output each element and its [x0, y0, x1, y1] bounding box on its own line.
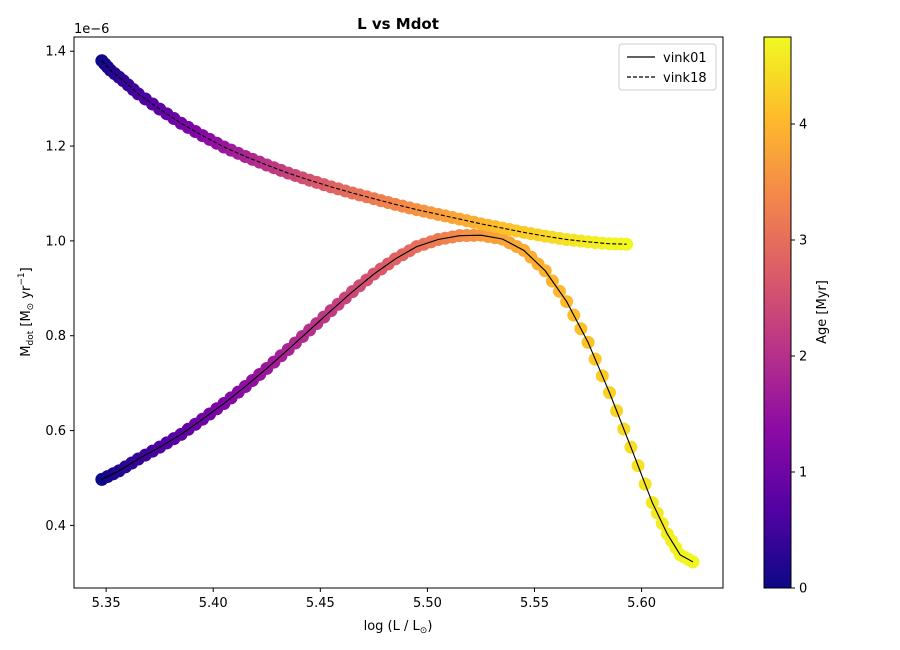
colorbar-gradient — [763, 36, 792, 589]
x-tick-label: 5.55 — [520, 596, 549, 611]
y-tick-label: 0.6 — [45, 424, 66, 439]
legend-label-vink01: vink01 — [663, 51, 707, 66]
x-axis-ticks: 5.35 5.40 5.45 5.50 5.55 5.60 — [92, 588, 656, 611]
plot-frame — [73, 36, 724, 589]
plot-area: 5.35 5.40 5.45 5.50 5.55 5.60 0.4 0.6 0.8 1.0 1.2… — [45, 36, 724, 611]
colorbar: 0 1 2 3 4 Age [Myr] — [763, 36, 830, 597]
y-tick-label: 1.4 — [45, 45, 66, 60]
y-tick-label: 0.4 — [45, 519, 66, 534]
y-axis-ticks: 0.4 0.6 0.8 1.0 1.2 1.4 — [45, 45, 74, 534]
legend: vink01 vink18 — [618, 43, 717, 91]
y-offset-label: 1e−6 — [74, 22, 109, 37]
chart-title: L vs Mdot — [357, 15, 439, 33]
y-tick-label: 1.0 — [45, 234, 66, 249]
colorbar-ticks: 0 1 2 3 4 — [791, 118, 807, 597]
series-line-vink01 — [101, 234, 694, 563]
colorbar-label: Age [Myr] — [815, 280, 830, 344]
y-axis-label: Mdot [M⊙ yr−1] — [17, 267, 36, 356]
series-line-vink18 — [101, 60, 627, 245]
x-tick-label: 5.40 — [199, 596, 228, 611]
x-tick-label: 5.45 — [306, 596, 335, 611]
y-tick-label: 1.2 — [45, 140, 66, 155]
colorbar-tick-label: 2 — [799, 350, 807, 365]
scatter-points — [95, 54, 700, 569]
colorbar-tick-label: 4 — [799, 118, 807, 133]
legend-box — [618, 43, 717, 91]
colorbar-tick-label: 0 — [799, 582, 807, 597]
x-tick-label: 5.50 — [413, 596, 442, 611]
data-point-vink18 — [620, 237, 634, 251]
fit-lines — [101, 60, 694, 563]
x-axis-label: log (L / L⊙) — [364, 619, 433, 636]
y-tick-label: 0.8 — [45, 329, 66, 344]
x-tick-label: 5.60 — [627, 596, 656, 611]
data-point-vink01 — [686, 555, 700, 569]
colorbar-tick-label: 1 — [799, 466, 807, 481]
legend-label-vink18: vink18 — [663, 71, 707, 86]
colorbar-tick-label: 3 — [799, 234, 807, 249]
x-tick-label: 5.35 — [92, 596, 121, 611]
